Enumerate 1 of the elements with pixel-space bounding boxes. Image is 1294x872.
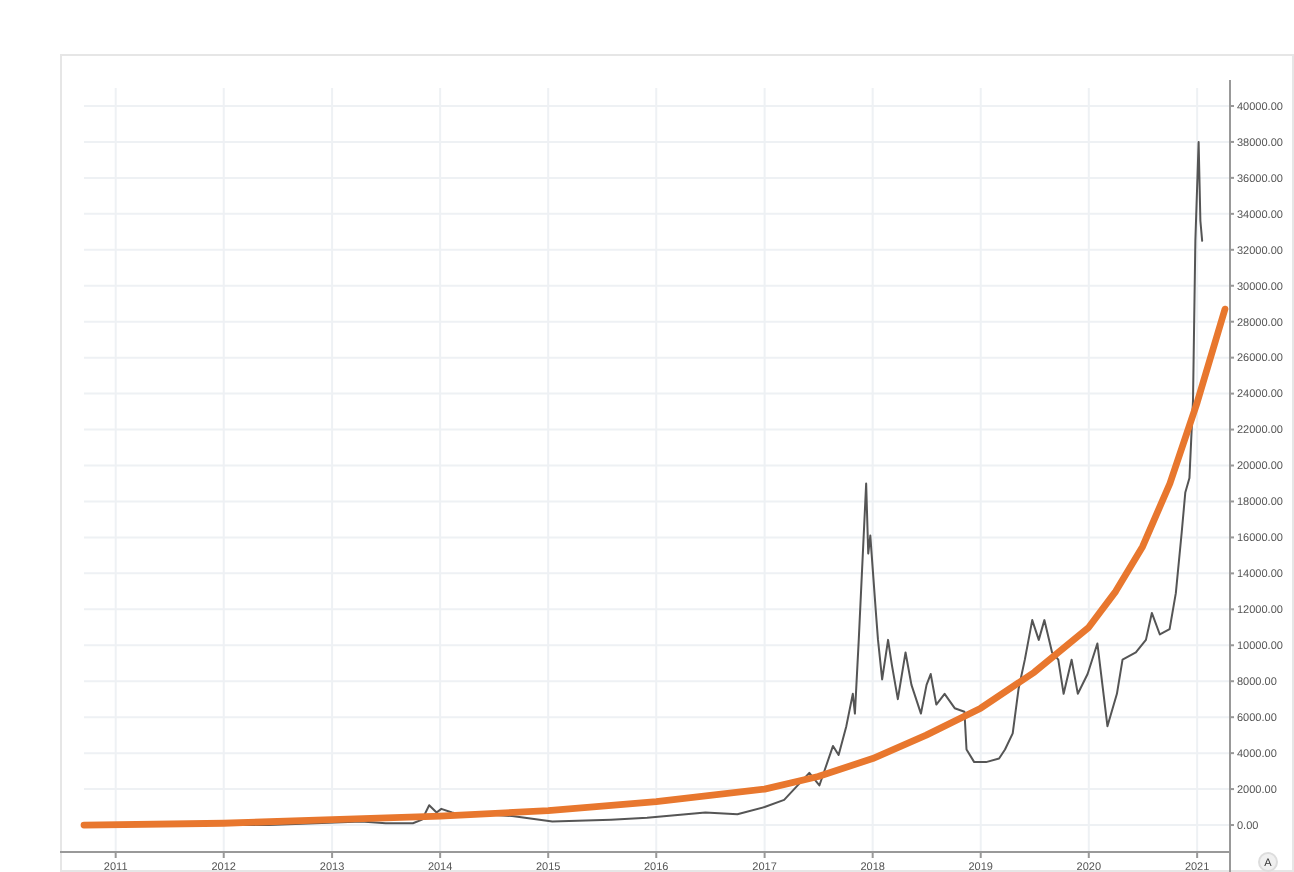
line-series bbox=[80, 305, 1229, 829]
